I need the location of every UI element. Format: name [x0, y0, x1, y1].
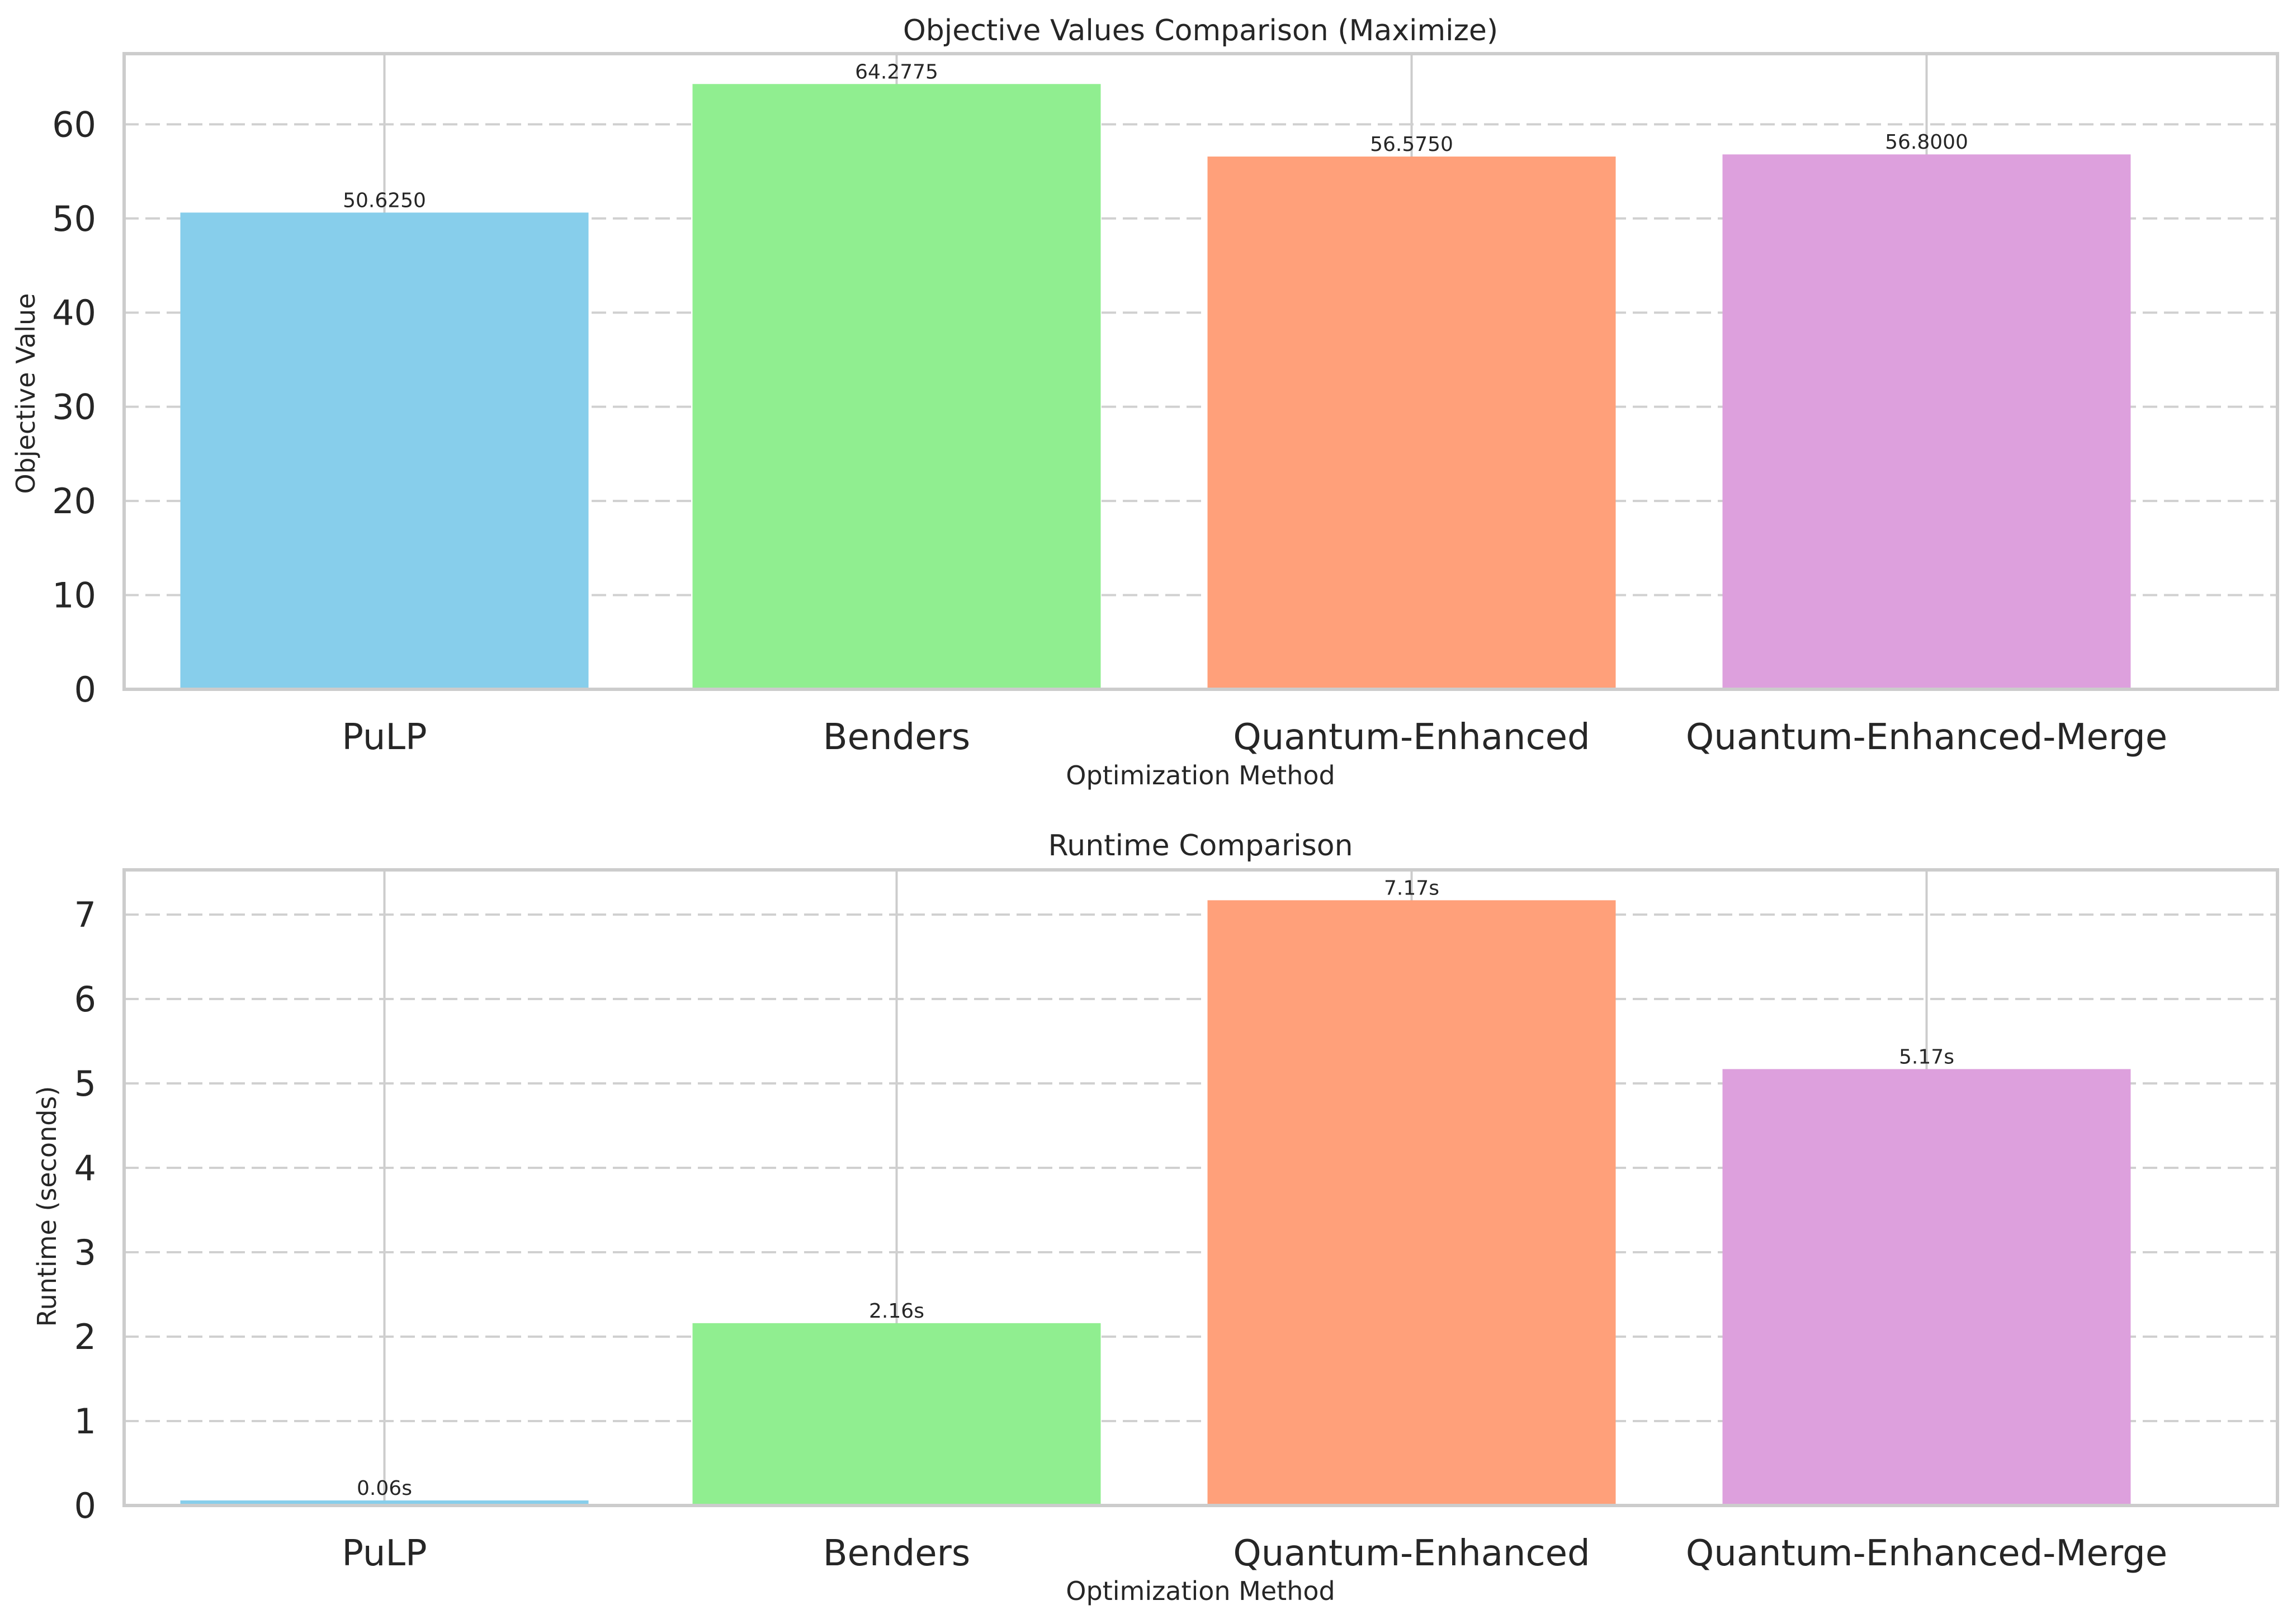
y-tick-label: 5	[74, 1063, 96, 1104]
x-tick-label: Quantum-Enhanced	[1233, 717, 1590, 758]
bar	[692, 1323, 1101, 1505]
x-tick-label: Quantum-Enhanced-Merge	[1686, 1533, 2167, 1574]
objective-values-chart: 50.6250 64.2775 56.5750 56.8000 0 10 20 30 40 50 6…	[11, 14, 2279, 790]
bar-value-label: 7.17s	[1384, 877, 1439, 899]
y-tick-label: 6	[74, 979, 96, 1020]
y-axis-label: Runtime (seconds)	[32, 1086, 62, 1327]
y-tick-label: 40	[52, 292, 96, 333]
y-tick-label: 10	[52, 575, 96, 616]
y-tick-label: 0	[74, 669, 96, 710]
x-tick-label: Benders	[823, 717, 971, 758]
chart-title: Runtime Comparison	[1048, 829, 1353, 863]
bar	[180, 212, 589, 689]
y-tick-label: 30	[52, 387, 96, 428]
bar	[180, 1500, 589, 1505]
runtime-chart: 0.06s 2.16s 7.17s 5.17s 0 1 2 3 4 5 6 7 PuLP Benders Q…	[32, 829, 2279, 1606]
y-tick-label: 4	[74, 1148, 96, 1189]
x-tick-label: Benders	[823, 1533, 971, 1574]
y-tick-label: 3	[74, 1232, 96, 1273]
chart-title: Objective Values Comparison (Maximize)	[903, 14, 1498, 48]
x-tick-label: PuLP	[342, 1533, 427, 1574]
y-tick-label: 60	[52, 104, 96, 145]
y-tick-label: 0	[74, 1485, 96, 1526]
y-tick-label: 7	[74, 894, 96, 935]
y-axis-label: Objective Value	[11, 293, 41, 494]
bar-value-label: 50.6250	[343, 189, 426, 212]
plot-frame	[122, 52, 2279, 691]
bar	[1722, 154, 2131, 689]
bar	[692, 84, 1101, 689]
x-tick-label: PuLP	[342, 717, 427, 758]
plot-frame	[122, 868, 2279, 1507]
bar-value-label: 2.16s	[869, 1300, 924, 1323]
bar-value-label: 64.2775	[855, 60, 938, 83]
bar-value-label: 56.8000	[1885, 131, 1968, 154]
y-tick-label: 1	[74, 1401, 96, 1442]
y-tick-label: 50	[52, 198, 96, 239]
bar-value-label: 5.17s	[1899, 1045, 1954, 1068]
x-tick-label: Quantum-Enhanced-Merge	[1686, 717, 2167, 758]
bar	[1207, 157, 1616, 690]
x-axis-label: Optimization Method	[1066, 1576, 1335, 1606]
bar	[1722, 1069, 2131, 1505]
y-tick-label: 20	[52, 481, 96, 522]
x-tick-label: Quantum-Enhanced	[1233, 1533, 1590, 1574]
bar-value-label: 0.06s	[357, 1477, 412, 1500]
x-axis-label: Optimization Method	[1066, 760, 1335, 790]
y-tick-label: 2	[74, 1317, 96, 1357]
bar	[1207, 900, 1616, 1505]
bar-value-label: 56.5750	[1370, 133, 1453, 156]
